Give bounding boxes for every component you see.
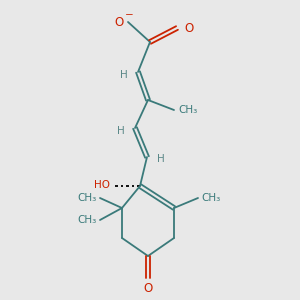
Text: CH₃: CH₃ [201,193,220,203]
Text: CH₃: CH₃ [78,215,97,225]
Text: H: H [117,126,125,136]
Text: −: − [124,10,134,20]
Text: H: H [157,154,165,164]
Text: O: O [115,16,124,28]
Text: CH₃: CH₃ [178,105,197,115]
Text: O: O [143,281,153,295]
Text: HO: HO [94,180,110,190]
Text: O: O [184,22,193,34]
Text: CH₃: CH₃ [78,193,97,203]
Text: H: H [120,70,128,80]
